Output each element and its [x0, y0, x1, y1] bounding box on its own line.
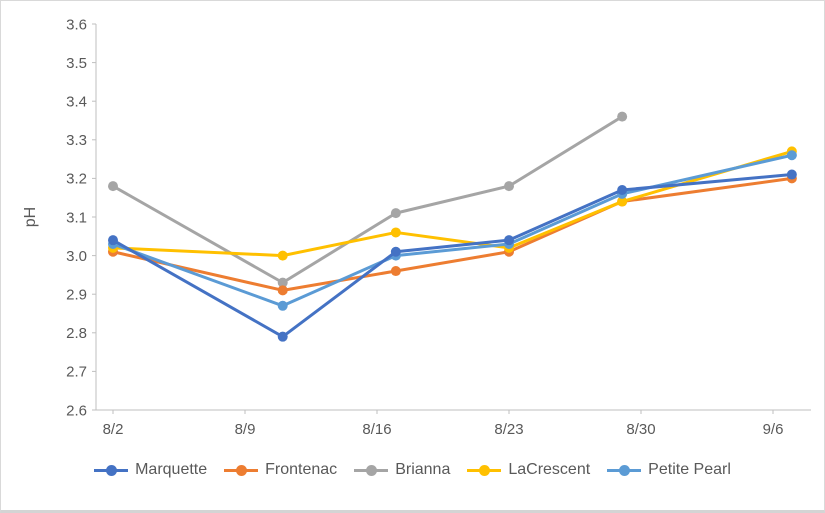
legend-marker-icon	[467, 464, 502, 476]
legend-item-label: Brianna	[395, 461, 451, 478]
y-tick-label: 3.2	[66, 171, 87, 188]
data-point	[390, 208, 401, 219]
axes: 2.6 2.7 2.8 2.9 3.0 3.1 3.2 3.3 3.4 3.5 3.6 8/2 8/9 8…	[66, 16, 811, 438]
series-frontenac	[108, 173, 797, 296]
data-point	[617, 184, 628, 195]
data-point	[786, 169, 797, 180]
data-point	[504, 235, 514, 246]
data-point	[277, 285, 288, 296]
y-tick-label: 3.5	[66, 55, 87, 72]
y-tick-label: 2.9	[66, 286, 87, 303]
data-point	[390, 266, 401, 277]
data-point	[786, 150, 797, 161]
y-tick-label: 3.3	[66, 132, 87, 149]
legend-item-frontenac[interactable]: Frontenac	[224, 461, 337, 479]
x-tick-label: 8/9	[235, 421, 256, 438]
series-brianna	[108, 111, 628, 288]
legend-item-label: Frontenac	[265, 461, 338, 478]
y-tick-label: 3.0	[66, 248, 87, 265]
data-point	[108, 235, 118, 246]
series-layer	[108, 111, 797, 342]
x-tick-label: 8/23	[494, 421, 523, 438]
y-tick-label: 3.6	[66, 16, 87, 33]
legend-item-brianna[interactable]: Brianna	[354, 461, 450, 479]
series-line	[111, 149, 794, 258]
data-point	[390, 246, 401, 257]
data-point	[504, 181, 514, 192]
ph-line-chart: 2.6 2.7 2.8 2.9 3.0 3.1 3.2 3.3 3.4 3.5 3.6 8/2 8/9 8…	[22, 16, 811, 438]
data-point	[277, 300, 288, 311]
x-tick-label: 9/6	[763, 421, 784, 438]
legend-item-lacrescent[interactable]: LaCrescent	[467, 461, 590, 479]
data-point	[277, 331, 288, 342]
legend-item-petite-pearl[interactable]: Petite Pearl	[607, 461, 731, 479]
legend-item-label: Petite Pearl	[648, 461, 731, 478]
series-petite-pearl	[108, 150, 797, 311]
series-line	[111, 115, 624, 285]
y-tick-label: 2.8	[66, 325, 87, 342]
legend-item-marquette[interactable]: Marquette	[94, 461, 207, 479]
x-tick-label: 8/2	[103, 421, 124, 438]
y-tick-label: 2.7	[66, 364, 87, 381]
y-tick-label: 3.1	[66, 209, 87, 226]
x-tick-label: 8/16	[362, 421, 391, 438]
y-tick-label: 3.4	[66, 93, 87, 110]
series-line	[111, 173, 794, 339]
legend-item-label: LaCrescent	[508, 461, 591, 478]
y-axis-title: pH	[22, 207, 39, 227]
series-marquette	[108, 169, 797, 342]
legend-marker-icon	[94, 464, 129, 476]
legend-item-label: Marquette	[135, 461, 208, 478]
data-point	[108, 181, 118, 192]
data-point	[617, 111, 628, 122]
data-point	[617, 196, 628, 207]
legend-marker-icon	[354, 464, 389, 476]
data-point	[277, 250, 288, 261]
y-tick-label: 2.6	[66, 402, 87, 419]
data-point	[390, 227, 401, 238]
series-line	[111, 176, 794, 292]
legend-marker-icon	[607, 464, 642, 476]
x-tick-label: 8/30	[626, 421, 655, 438]
legend-marker-icon	[224, 464, 259, 476]
data-point	[277, 277, 288, 288]
series-line	[111, 153, 794, 308]
chart-legend: Marquette Frontenac Brianna LaCrescent P…	[1, 461, 824, 479]
